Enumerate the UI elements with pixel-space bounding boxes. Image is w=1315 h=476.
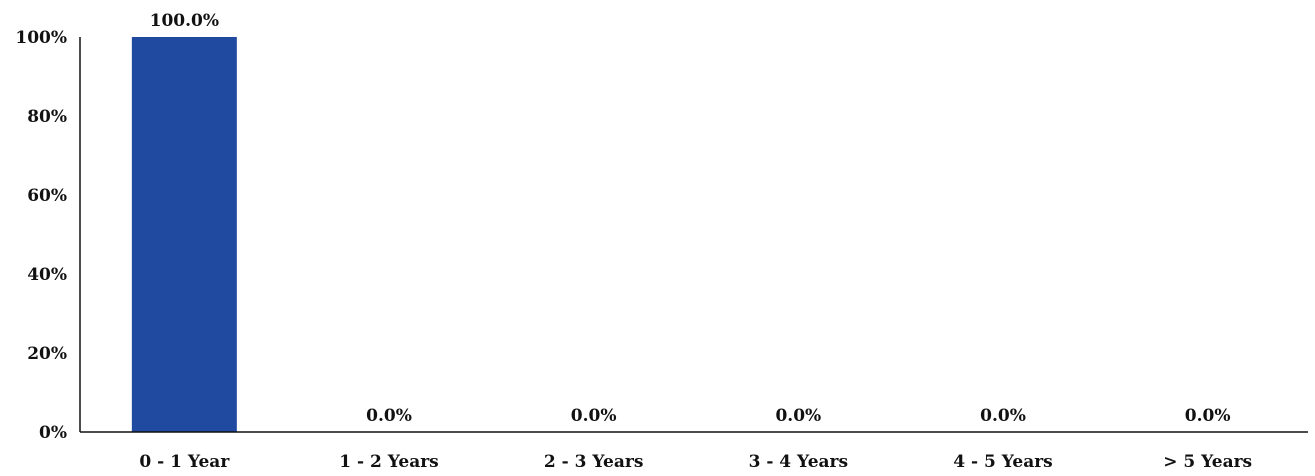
y-tick-label: 20%	[27, 344, 67, 364]
y-tick-label: 0%	[39, 423, 67, 443]
x-tick-label: 4 - 5 Years	[953, 452, 1053, 472]
x-tick-label: > 5 Years	[1163, 452, 1252, 472]
bar-value-label: 0.0%	[366, 406, 412, 426]
x-axis-ticks: 0 - 1 Year 1 - 2 Years 2 - 3 Years 3 - 4 Ye…	[139, 452, 1252, 472]
y-tick-label: 40%	[27, 265, 67, 285]
bar-value-label: 0.0%	[571, 406, 617, 426]
bar-value-label: 0.0%	[980, 406, 1026, 426]
y-tick-label: 80%	[27, 107, 67, 127]
bars	[131, 37, 237, 432]
bar-value-label: 0.0%	[775, 406, 821, 426]
x-tick-label: 2 - 3 Years	[544, 452, 644, 472]
y-axis-ticks: 0% 20% 40% 60% 80% 100%	[15, 28, 67, 443]
x-tick-label: 3 - 4 Years	[749, 452, 849, 472]
y-tick-label: 60%	[27, 186, 67, 206]
x-tick-label: 0 - 1 Year	[139, 452, 230, 472]
bar-0	[131, 37, 237, 432]
x-tick-label: 1 - 2 Years	[339, 452, 439, 472]
bar-value-label: 0.0%	[1185, 406, 1231, 426]
bar-value-label: 100.0%	[150, 11, 219, 31]
y-tick-label: 100%	[15, 28, 67, 48]
bar-value-labels: 100.0% 0.0% 0.0% 0.0% 0.0% 0.0%	[150, 11, 1231, 426]
